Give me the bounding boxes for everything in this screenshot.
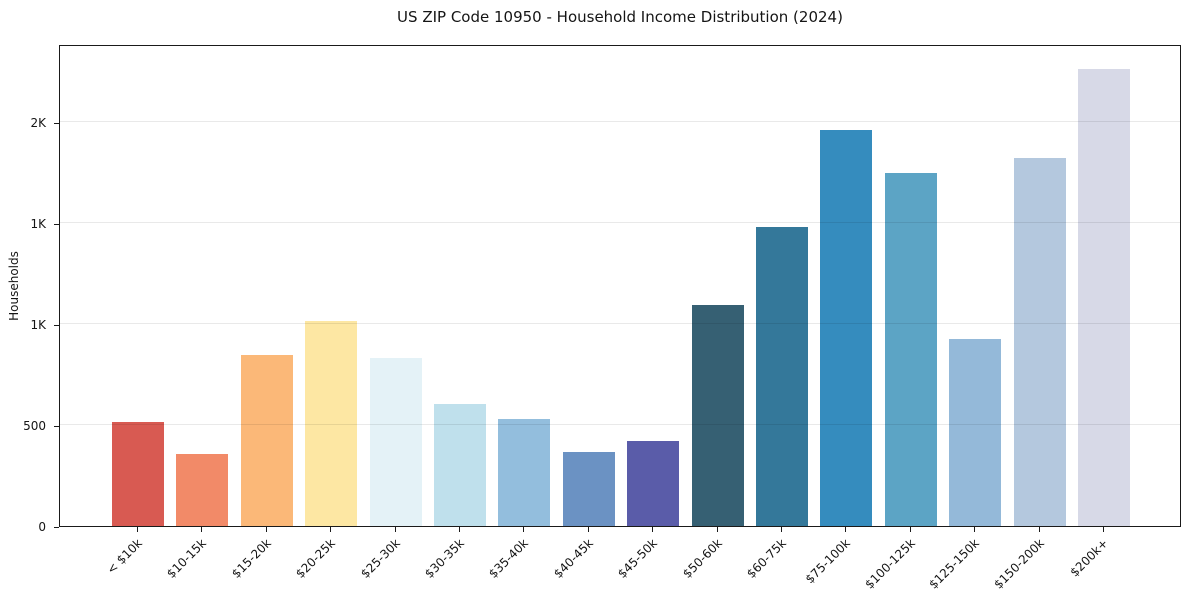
bar-1 bbox=[112, 421, 164, 526]
x-tick-mark bbox=[265, 527, 267, 532]
x-tick-mark bbox=[201, 527, 203, 532]
x-tick-mark bbox=[845, 527, 847, 532]
bar-16 bbox=[1078, 69, 1130, 526]
x-tick-mark bbox=[330, 527, 332, 532]
y-tick-mark bbox=[54, 527, 59, 528]
y-axis-ticks: 0 500 1K 1K 2K bbox=[0, 45, 59, 534]
x-tick-mark bbox=[1103, 527, 1104, 532]
bar-5 bbox=[369, 358, 422, 526]
bar-3 bbox=[240, 355, 293, 526]
x-tick-mark bbox=[137, 527, 138, 532]
x-tick-mark bbox=[781, 527, 782, 532]
bar-13 bbox=[884, 173, 937, 526]
bar-9 bbox=[627, 441, 680, 526]
bar-15 bbox=[1013, 158, 1066, 526]
plot-area bbox=[59, 45, 1181, 527]
x-tick-mark bbox=[716, 527, 718, 532]
x-axis-ticks: < $10k $10-15k $15-20k $20-25k $25-30k $30-35… bbox=[59, 527, 1181, 590]
gridline bbox=[60, 423, 1180, 425]
bar-4 bbox=[305, 320, 358, 526]
gridline bbox=[60, 120, 1180, 122]
bar-8 bbox=[562, 452, 615, 526]
bar-10 bbox=[691, 304, 744, 526]
y-tick-mark bbox=[54, 223, 59, 225]
bar-11 bbox=[756, 226, 808, 526]
x-tick-mark bbox=[459, 527, 460, 532]
y-tick-mark bbox=[54, 324, 59, 326]
gridline bbox=[60, 322, 1180, 324]
bar-6 bbox=[434, 403, 486, 526]
bar-12 bbox=[820, 129, 873, 526]
x-tick-mark bbox=[1038, 527, 1040, 532]
y-tick-label: 1K bbox=[30, 216, 46, 231]
x-tick-mark bbox=[394, 527, 396, 532]
x-tick-label: < $10k bbox=[104, 536, 145, 577]
y-tick-mark bbox=[54, 425, 59, 427]
y-tick-mark bbox=[54, 122, 59, 124]
chart-title: US ZIP Code 10950 - Household Income Dis… bbox=[397, 8, 843, 26]
bar-14 bbox=[949, 339, 1002, 526]
y-tick-label: 2K bbox=[30, 115, 46, 130]
y-tick-label: 500 bbox=[23, 418, 46, 433]
y-tick-label: 1K bbox=[30, 317, 46, 332]
x-tick-mark bbox=[909, 527, 911, 532]
y-tick-label: 0 bbox=[38, 520, 46, 534]
x-tick-mark bbox=[523, 527, 525, 532]
x-tick-mark bbox=[974, 527, 976, 532]
bar-7 bbox=[498, 418, 551, 526]
x-tick-mark bbox=[587, 527, 589, 532]
gridline bbox=[60, 221, 1180, 223]
bar-2 bbox=[176, 454, 229, 526]
x-tick-mark bbox=[652, 527, 654, 532]
